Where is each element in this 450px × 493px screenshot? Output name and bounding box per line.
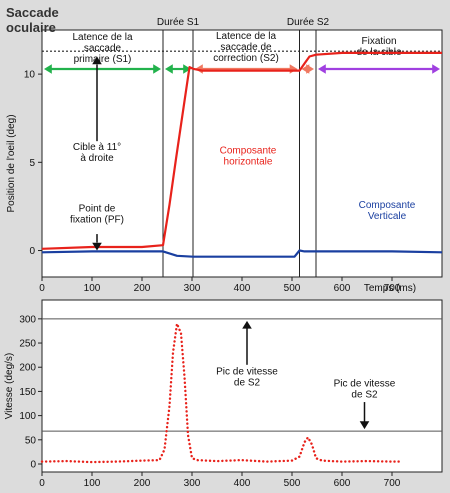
phase-arrowhead [183,64,191,74]
phase-label-fixation: Fixation [361,36,396,47]
y-axis-label: Vitesse (deg/s) [4,353,15,420]
x-tick-label: 600 [334,283,351,294]
annotation-fixation: fixation (PF) [70,215,124,226]
y-tick-label: 150 [19,387,36,398]
x-tick-label: 700 [384,283,401,294]
annotation-target: à droite [80,153,114,164]
bottom-panel-frame [41,299,443,473]
y-tick-label: 50 [25,435,37,446]
annotation-horizontal: horizontale [224,157,273,168]
y-tick-label: 100 [19,411,36,422]
x-tick-label: 700 [384,478,401,489]
phase-label-s1-latency: primaire (S1) [74,54,132,65]
series-horizontal [41,51,442,250]
x-tick-label: 500 [284,283,301,294]
y-tick-label: 10 [24,70,36,81]
y-tick-label: 200 [19,363,36,374]
x-tick-label: 100 [84,283,101,294]
annotation-peak-s2-a: Pic de vitesse [216,366,278,377]
x-tick-label: 600 [334,478,351,489]
annotation-fixation: Point de [79,204,116,215]
annotation-peak-s2-a: de S2 [234,377,261,388]
annotation-horizontal: Composante [220,146,277,157]
annotation-vertical: Verticale [368,211,407,222]
annotation-vertical: Composante [359,200,416,211]
x-tick-label: 300 [184,478,201,489]
phase-label-s2-latency: saccade de [220,42,272,53]
phase-label-s1-duration: Durée S1 [157,17,200,28]
y-tick-label: 0 [30,460,36,471]
target-arrowhead [92,56,102,65]
phase-arrowhead [306,64,314,74]
title-box: Saccade oculaire [0,0,80,35]
phase-label-s2-latency: correction (S2) [213,53,279,64]
series-vertical [41,249,443,258]
x-tick-label: 200 [134,478,151,489]
x-tick-label: 100 [84,478,101,489]
peak-arrowhead [359,421,370,430]
x-tick-label: 400 [234,478,251,489]
y-tick-label: 0 [29,246,35,257]
phase-arrowhead [318,64,326,74]
annotation-peak-s2-b: de S2 [351,390,378,401]
phase-label-s1-latency: saccade [84,43,122,54]
x-tick-label: 0 [39,478,45,489]
peak-arrowhead [242,320,252,329]
phase-label-s2-duration: Durée S2 [287,17,330,28]
phase-label-s2-latency: Latence de la [216,31,276,42]
fixation-arrowhead [92,242,102,251]
phase-arrowhead [44,64,52,74]
annotation-peak-s2-b: Pic de vitesse [334,379,396,390]
phase-label-s1-latency: Latence de la [72,32,132,43]
y-axis-label: Position de l'oeil (deg) [6,114,17,212]
x-tick-label: 500 [284,478,301,489]
phase-arrowhead [153,64,161,74]
x-tick-label: 400 [234,283,251,294]
series-velocity [40,322,404,464]
figure-title: Saccade oculaire [6,5,59,35]
x-tick-label: 200 [134,283,151,294]
phase-arrowhead [165,64,173,74]
x-tick-label: 0 [39,283,45,294]
x-tick-label: 300 [184,283,201,294]
y-tick-label: 5 [29,158,35,169]
y-tick-label: 250 [19,339,36,350]
annotation-target: Cible à 11° [73,142,121,153]
phase-arrowhead [432,64,440,74]
y-tick-label: 300 [19,314,36,325]
x-axis-label: Temps (ms) [364,283,416,294]
